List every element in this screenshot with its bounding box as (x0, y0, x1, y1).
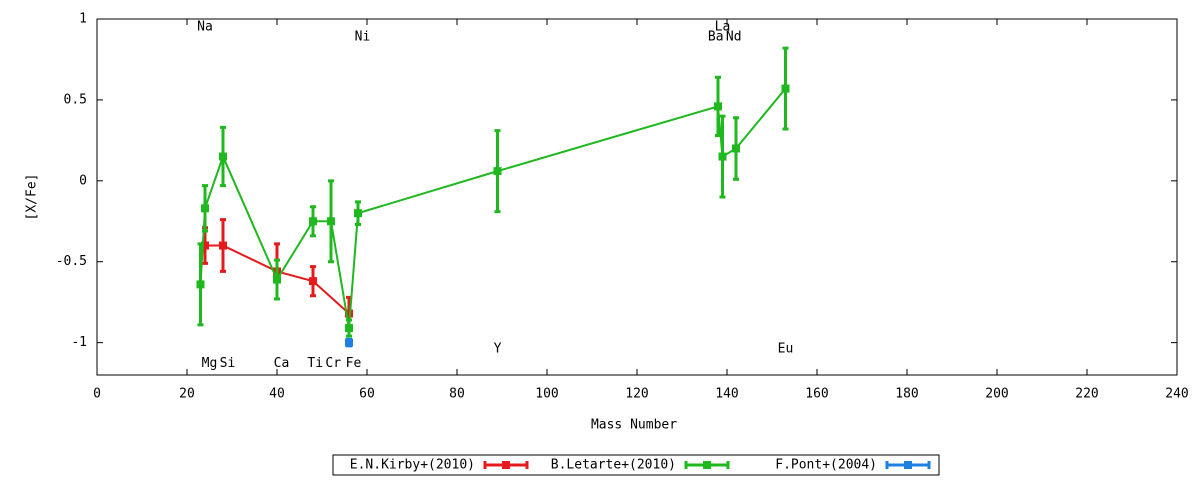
data-point (309, 217, 317, 226)
x-tick-label: 0 (93, 387, 101, 402)
element-label: Fe (346, 356, 362, 371)
y-tick-label: -1 (71, 335, 87, 350)
element-label: Ti (307, 356, 323, 371)
x-tick-label: 40 (269, 387, 285, 402)
y-tick-label: 0 (79, 173, 87, 188)
x-tick-label: 200 (985, 387, 1008, 402)
data-point (196, 280, 205, 289)
element-label: Ba (708, 29, 724, 44)
data-point (718, 152, 727, 161)
legend-label: B.Letarte+(2010) (551, 458, 676, 473)
data-point (327, 217, 335, 226)
element-label: Eu (778, 342, 794, 357)
data-point (345, 324, 353, 333)
data-point (219, 152, 227, 161)
x-tick-label: 20 (179, 387, 195, 402)
y-tick-label: 0.5 (64, 92, 87, 107)
plot-frame (96, 18, 1178, 376)
y-axis-label: [X/Fe] (25, 174, 40, 221)
x-tick-label: 60 (359, 387, 375, 402)
y-tick-label: 1 (79, 12, 87, 27)
element-label: La (715, 20, 731, 35)
legend-point (904, 461, 912, 469)
x-tick-label: 240 (1165, 387, 1188, 402)
data-point (354, 209, 362, 218)
data-point (493, 167, 502, 176)
element-label: Y (494, 342, 502, 357)
data-point (201, 204, 209, 213)
y-tick-label: -0.5 (56, 254, 87, 269)
data-point (309, 277, 317, 286)
legend-label: E.N.Kirby+(2010) (350, 458, 475, 473)
element-label: Ca (274, 356, 290, 371)
legend-point (703, 461, 711, 469)
x-tick-label: 140 (715, 387, 738, 402)
legend-point (502, 461, 510, 469)
data-point (732, 144, 740, 153)
series-line (199, 87, 787, 329)
legend-box (332, 454, 940, 476)
data-point (201, 241, 209, 250)
data-point (219, 241, 227, 250)
data-point (345, 338, 353, 347)
element-label: Si (220, 356, 236, 371)
data-point (781, 84, 790, 93)
x-tick-label: 160 (805, 387, 828, 402)
x-axis-label: Mass Number (591, 418, 677, 433)
x-tick-label: 180 (895, 387, 918, 402)
legend-label: F.Pont+(2004) (775, 458, 877, 473)
element-label: Cr (325, 356, 341, 371)
x-tick-label: 100 (535, 387, 558, 402)
element-label: Ni (355, 29, 371, 44)
element-label: Nd (726, 29, 742, 44)
element-label: Na (197, 20, 213, 35)
x-tick-label: 220 (1075, 387, 1098, 402)
data-point (273, 275, 281, 284)
data-point (714, 102, 722, 111)
x-tick-label: 80 (449, 387, 465, 402)
element-label: Mg (202, 356, 218, 371)
data-point (345, 309, 353, 318)
x-tick-label: 120 (625, 387, 648, 402)
